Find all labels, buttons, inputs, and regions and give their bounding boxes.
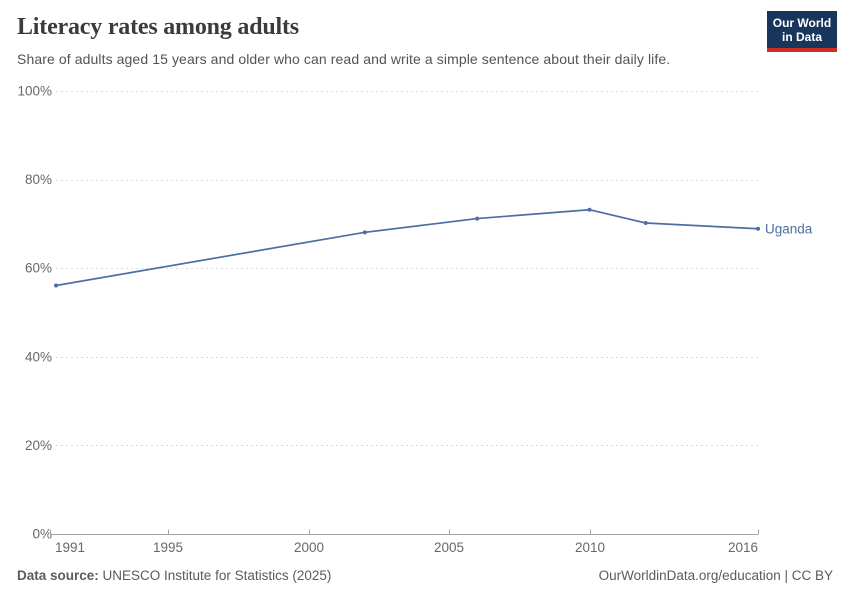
data-point[interactable] bbox=[475, 216, 480, 221]
data-source-text: UNESCO Institute for Statistics (2025) bbox=[98, 568, 332, 583]
chart-header: Literacy rates among adults Share of adu… bbox=[17, 11, 837, 67]
x-tick-label: 1995 bbox=[153, 540, 183, 555]
page-title: Literacy rates among adults bbox=[17, 14, 299, 40]
owid-logo[interactable]: Our World in Data bbox=[767, 11, 837, 52]
data-source-label: Data source: bbox=[17, 568, 99, 583]
y-tick-label: 20% bbox=[25, 438, 52, 453]
data-line bbox=[55, 208, 759, 287]
owid-logo-line1: Our World bbox=[772, 16, 832, 30]
data-point[interactable] bbox=[362, 230, 367, 235]
x-tick-label: 2005 bbox=[434, 540, 464, 555]
chart-footer: Data source: UNESCO Institute for Statis… bbox=[17, 568, 833, 583]
x-tick-label: 2016 bbox=[728, 540, 758, 555]
x-tick-label: 2010 bbox=[575, 540, 605, 555]
x-tick-label: 2000 bbox=[294, 540, 324, 555]
y-tick-label: 80% bbox=[25, 172, 52, 187]
x-tick-label: 1991 bbox=[55, 540, 85, 555]
y-tick-label: 100% bbox=[17, 84, 52, 99]
data-source: Data source: UNESCO Institute for Statis… bbox=[17, 568, 331, 583]
y-tick-label: 60% bbox=[25, 261, 52, 276]
data-point[interactable] bbox=[54, 283, 58, 288]
y-tick-label: 0% bbox=[32, 527, 52, 542]
entity-label: Uganda bbox=[765, 221, 813, 236]
credit-link[interactable]: OurWorldinData.org/education | CC BY bbox=[598, 568, 833, 583]
data-point[interactable] bbox=[756, 226, 760, 231]
data-point[interactable] bbox=[643, 221, 648, 226]
owid-logo-line2: in Data bbox=[781, 30, 822, 44]
y-tick-label: 40% bbox=[25, 349, 52, 364]
chart-subtitle: Share of adults aged 15 years and older … bbox=[17, 51, 671, 67]
data-point[interactable] bbox=[587, 207, 592, 212]
